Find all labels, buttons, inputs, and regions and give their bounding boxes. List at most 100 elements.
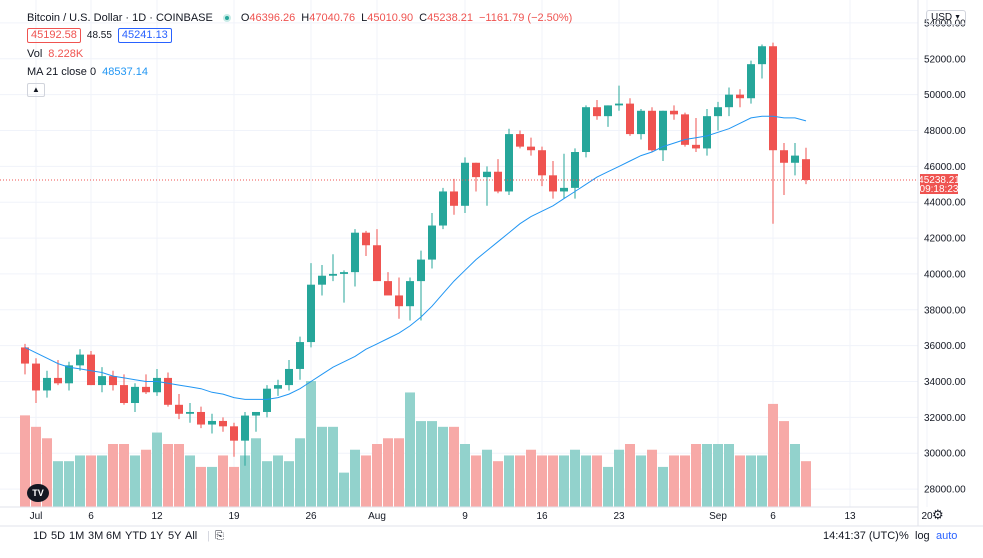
last-price-tag: 45238.21 09:18:23 [918,174,960,195]
candle-body [615,103,623,106]
ohlc-low: L45010.90 [361,12,414,24]
candle-body [285,368,293,386]
candle-body [780,150,788,163]
timeframe-1m[interactable]: 1M [69,530,85,542]
candle-body [494,171,502,192]
volume-bar [196,466,206,507]
timeframe-all[interactable]: All [185,530,198,542]
candle-body [769,46,777,151]
volume-bar [372,444,382,507]
volume-bar [603,466,613,507]
candle-body [329,273,337,276]
candle-body [109,376,117,386]
volume-bar [449,426,459,507]
candle-body [263,388,271,412]
volume-bar [64,461,74,507]
candle-body [527,146,535,151]
volume-bar [691,444,701,507]
candle-body [340,272,348,274]
volume-bar [75,455,85,507]
volume-bar [581,455,591,507]
timeframe-3m[interactable]: 3M [88,530,104,542]
time-tick-label: 19 [228,511,240,522]
volume-bar [548,455,558,507]
candle-body [692,144,700,149]
auto-scale-toggle[interactable]: auto [936,530,958,542]
ma-label: MA 21 close 0 [27,66,97,78]
volume-indicator-legend[interactable]: Vol 8.228K [27,47,572,61]
volume-bar [152,432,162,507]
currency-selector[interactable]: USD ▼ [926,10,967,25]
volume-bar [647,449,657,507]
date-range-icon[interactable]: ⎘ [215,530,224,542]
volume-bar [42,438,52,507]
candle-body [604,105,612,117]
volume-bar [482,449,492,507]
candle-body [54,377,62,384]
candle-body [714,107,722,117]
timeframe-ytd[interactable]: YTD [125,530,147,542]
time-tick-label: Aug [368,511,386,522]
ask-price-button[interactable]: 45241.13 [117,28,172,43]
timeframe-5d[interactable]: 5D [51,530,66,542]
volume-bar [240,455,250,507]
time-tick-label: 20 [921,511,933,522]
volume-bar [361,455,371,507]
ohlc-high: H47040.76 [301,12,356,24]
price-tick-label: 48000.00 [924,126,966,137]
timeframe-5y[interactable]: 5Y [168,530,182,542]
volume-bar [790,444,800,507]
volume-bar [295,438,305,507]
candle-body [351,232,359,273]
timeframe-6m[interactable]: 6M [106,530,122,542]
price-tick-label: 52000.00 [924,54,966,65]
volume-bar [702,444,712,507]
gear-icon[interactable]: ⚙ [932,507,944,522]
candle-body [538,150,546,176]
candle-body [120,385,128,404]
volume-bar [86,455,96,507]
clock-time[interactable]: 14:41:37 (UTC) [823,530,899,542]
tradingview-logo[interactable]: TV [27,484,49,502]
volume-bar [218,455,228,507]
log-scale-toggle[interactable]: log [915,530,930,542]
volume-bar [251,438,261,507]
last-price-label: 45238.21 [918,175,960,186]
candle-body [373,245,381,282]
collapse-legend-button[interactable]: ▲ [27,83,45,97]
timeframe-1d[interactable]: 1D [33,530,48,542]
ma-indicator-legend[interactable]: MA 21 close 0 48537.14 [27,65,572,79]
timeframe-1y[interactable]: 1Y [150,530,164,542]
volume-bar [724,444,734,507]
volume-bar [405,392,415,507]
symbol-title[interactable]: Bitcoin / U.S. Dollar · 1D · COINBASE [27,12,213,24]
volume-bar [768,403,778,507]
candle-body [637,110,645,135]
bid-price-button[interactable]: 45192.58 [27,28,81,43]
candle-body [571,152,579,188]
price-tick-label: 32000.00 [924,413,966,424]
candle-body [208,420,216,425]
volume-bar [669,455,679,507]
time-tick-label: Sep [709,511,727,522]
volume-bar [284,461,294,507]
ohlc-close: C45238.21 [419,12,473,24]
candle-body [186,411,194,414]
price-tick-label: 34000.00 [924,377,966,388]
percent-scale-toggle[interactable]: % [899,530,909,542]
chevron-down-icon: ▼ [954,14,962,21]
time-tick-label: Jul [30,511,43,522]
volume-bar [779,421,789,507]
volume-bar [559,455,569,507]
candle-body [505,134,513,192]
spread-value: 48.55 [86,29,112,41]
volume-bar [680,455,690,507]
price-axis: 28000.00 30000.00 32000.00 34000.00 36000.00… [924,18,966,495]
time-tick-label: 26 [305,511,317,522]
candle-body [626,103,634,135]
volume-bar [493,461,503,507]
candle-body [681,114,689,145]
candle-body [791,155,799,163]
volume-bar [185,455,195,507]
